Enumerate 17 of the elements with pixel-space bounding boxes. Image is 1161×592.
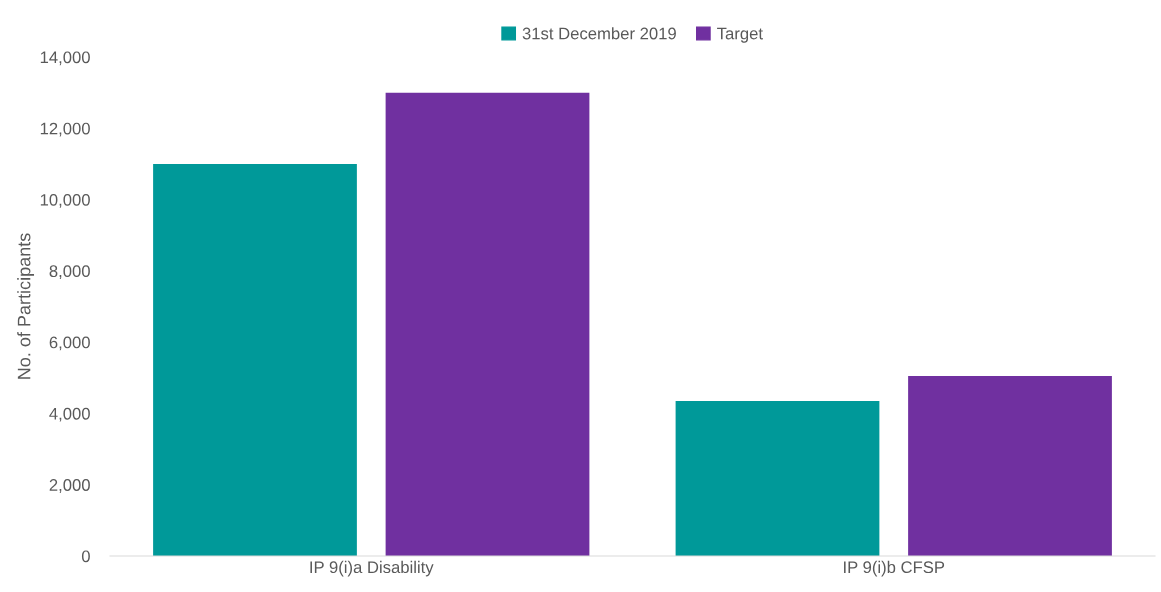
y-tick-label: 12,000 — [40, 122, 90, 137]
y-tick-label: 2,000 — [49, 479, 90, 493]
bar — [153, 163, 357, 556]
legend-label: 31st December 2019 — [522, 27, 676, 40]
bar — [675, 400, 880, 556]
legend-label: Target — [717, 27, 763, 43]
y-axis-title: No. of Participants — [17, 233, 35, 379]
y-tick-label: 6,000 — [49, 336, 90, 351]
bar — [908, 376, 1112, 556]
x-tick-label: IP 9(i)b CFSP — [844, 560, 945, 577]
y-tick-label: 8,000 — [49, 265, 90, 280]
y-tick-label: 14,000 — [40, 51, 90, 66]
bar — [385, 92, 590, 556]
x-tick-label: IP 9(i)a Disability — [310, 560, 434, 577]
y-tick-label: 0 — [81, 550, 90, 563]
y-tick-label: 4,000 — [49, 407, 90, 422]
y-tick-label: 10,000 — [40, 193, 90, 208]
